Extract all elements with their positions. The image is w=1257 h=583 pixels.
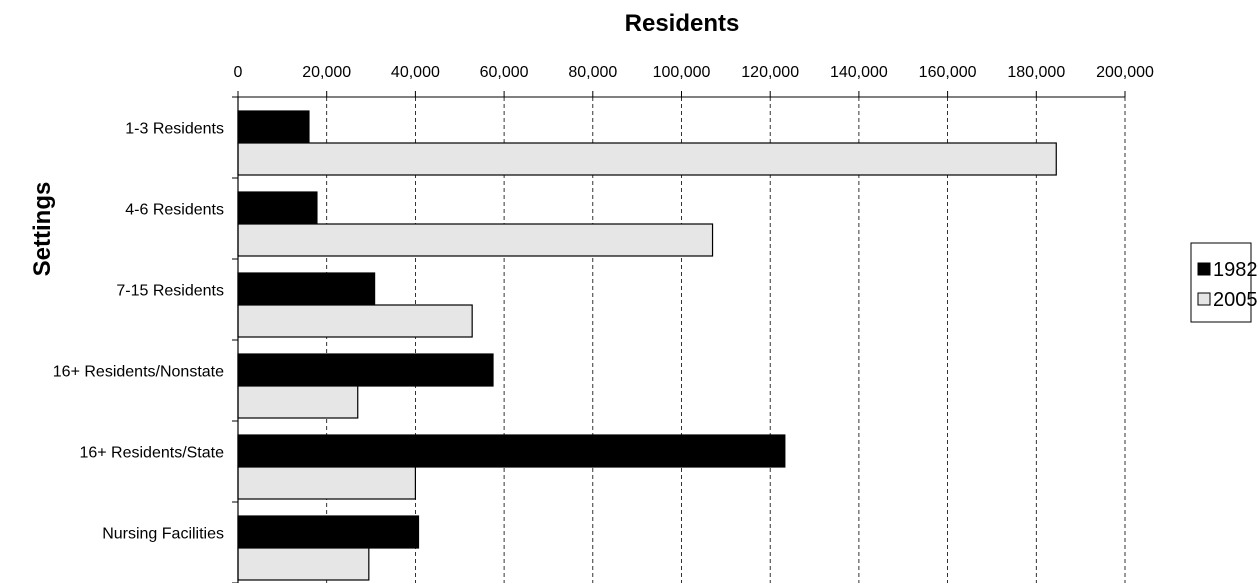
category-label: 1-3 Residents [125,121,224,138]
x-axis-ticks: 0 20,000 40,000 60,000 80,000 100,000 120,000 1… [234,64,1154,98]
y-axis-title: Settings [29,182,56,277]
x-tick-label: 200,000 [1096,64,1154,81]
legend-swatch-1982 [1197,262,1211,276]
bars [237,110,1057,581]
x-tick-label: 80,000 [568,64,617,81]
category-label: 16+ Residents/State [79,445,224,462]
bar-2005-1 [237,142,1057,176]
y-axis: 1-3 Residents 4-6 Residents 7-15 Residents… [53,96,239,583]
bar-2005-3 [237,304,473,338]
category-label: Nursing Facilities [102,526,224,543]
x-tick-label: 20,000 [302,64,351,81]
bar-2005-2 [237,223,714,257]
bar-2005-5 [237,466,416,500]
legend-label-2005: 2005 [1213,289,1257,311]
x-tick-label: 0 [234,64,243,81]
x-tick-label: 40,000 [391,64,440,81]
bar-2005-6 [237,547,370,581]
x-axis-title: Residents [625,10,740,37]
bar-1982-4 [237,353,494,387]
bar-1982-2 [237,191,318,225]
x-tick-label: 120,000 [741,64,799,81]
bar-1982-1 [237,110,310,144]
category-label: 4-6 Residents [125,202,224,219]
x-tick-label: 100,000 [653,64,711,81]
bar-1982-6 [237,515,420,549]
bar-1982-3 [237,272,376,306]
x-tick-label: 160,000 [919,64,977,81]
legend-label-1982: 1982 [1213,259,1257,281]
category-label: 16+ Residents/Nonstate [53,364,224,381]
x-tick-label: 60,000 [480,64,529,81]
bar-2005-4 [237,385,359,419]
x-tick-label: 180,000 [1007,64,1065,81]
category-label: 7-15 Residents [116,283,224,300]
legend: 1982 2005 [1190,242,1257,323]
x-tick-label: 140,000 [830,64,888,81]
legend-box [1190,242,1252,323]
grid-lines [326,97,1126,583]
legend-swatch-2005 [1197,292,1211,306]
bar-1982-5 [237,434,786,468]
